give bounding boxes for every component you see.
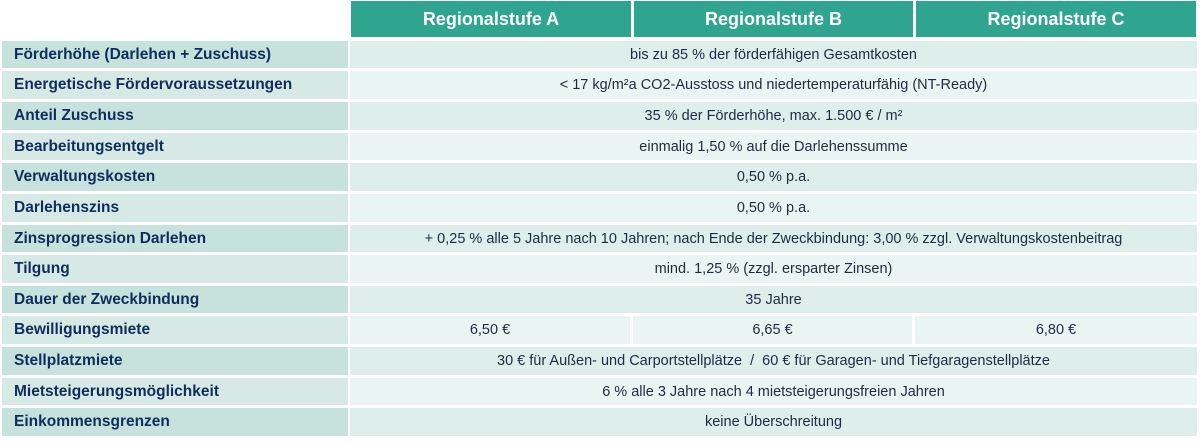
value-regionalstufe-b: 6,65 € (633, 316, 912, 344)
table-row: Dauer der Zweckbindung 35 Jahre (0, 286, 1200, 313)
row-value: + 0,25 % alle 5 Jahre nach 10 Jahren; na… (350, 225, 1197, 252)
value-regionalstufe-c: 6,80 € (915, 316, 1197, 344)
table-row: Bearbeitungsentgelt einmalig 1,50 % auf … (0, 133, 1200, 160)
table-row: Anteil Zuschuss 35 % der Förderhöhe, max… (0, 102, 1200, 130)
row-value: keine Überschreitung (350, 408, 1197, 436)
row-value: 0,50 % p.a. (350, 163, 1197, 191)
table-row: Förderhöhe (Darlehen + Zuschuss) bis zu … (0, 41, 1200, 68)
row-value: einmalig 1,50 % auf die Darlehenssumme (350, 133, 1197, 160)
value-regionalstufe-a: 6,50 € (350, 316, 630, 344)
row-label: Anteil Zuschuss (2, 102, 348, 130)
table-row: Mietsteigerungsmöglichkeit 6 % alle 3 Ja… (0, 378, 1200, 405)
row-value: 0,50 % p.a. (350, 194, 1197, 222)
row-value: 35 Jahre (350, 286, 1197, 313)
row-label: Energetische Fördervoraussetzungen (2, 71, 348, 99)
header-regionalstufe-a: Regionalstufe A (351, 1, 631, 37)
row-label: Förderhöhe (Darlehen + Zuschuss) (2, 41, 348, 68)
table-row: Darlehenszins 0,50 % p.a. (0, 194, 1200, 222)
row-value: 6 % alle 3 Jahre nach 4 mietsteigerungsf… (350, 378, 1197, 405)
row-label: Tilgung (2, 255, 348, 283)
row-value: mind. 1,25 % (zzgl. ersparter Zinsen) (350, 255, 1197, 283)
row-value: < 17 kg/m²a CO2-Ausstoss und niedertempe… (350, 71, 1197, 99)
row-label: Verwaltungskosten (2, 163, 348, 191)
row-value: 35 % der Förderhöhe, max. 1.500 € / m² (350, 102, 1197, 130)
table-row: Zinsprogression Darlehen + 0,25 % alle 5… (0, 225, 1200, 252)
row-label: Mietsteigerungsmöglichkeit (2, 378, 348, 405)
table-row: Stellplatzmiete 30 € für Außen- und Carp… (0, 347, 1200, 375)
row-label: Stellplatzmiete (2, 347, 348, 375)
table-row: Energetische Fördervoraussetzungen < 17 … (0, 71, 1200, 99)
table-row: Tilgung mind. 1,25 % (zzgl. ersparter Zi… (0, 255, 1200, 283)
row-split-values: 6,50 € 6,65 € 6,80 € (350, 316, 1197, 344)
row-value: 30 € für Außen- und Carportstellplätze /… (350, 347, 1197, 375)
table-header-row: Regionalstufe A Regionalstufe B Regional… (0, 0, 1200, 38)
row-label: Einkommensgrenzen (2, 408, 348, 436)
row-label: Darlehenszins (2, 194, 348, 222)
header-corner-cell (0, 0, 350, 38)
table-row: Bewilligungsmiete 6,50 € 6,65 € 6,80 € (0, 316, 1200, 344)
header-regionalstufe-c: Regionalstufe C (916, 1, 1196, 37)
table-row: Einkommensgrenzen keine Überschreitung (0, 408, 1200, 436)
table-row: Verwaltungskosten 0,50 % p.a. (0, 163, 1200, 191)
row-label: Bearbeitungsentgelt (2, 133, 348, 160)
row-label: Dauer der Zweckbindung (2, 286, 348, 313)
row-label: Zinsprogression Darlehen (2, 225, 348, 252)
header-regionalstufe-b: Regionalstufe B (634, 1, 913, 37)
row-value: bis zu 85 % der förderfähigen Gesamtkost… (350, 41, 1197, 68)
row-label: Bewilligungsmiete (2, 316, 348, 344)
